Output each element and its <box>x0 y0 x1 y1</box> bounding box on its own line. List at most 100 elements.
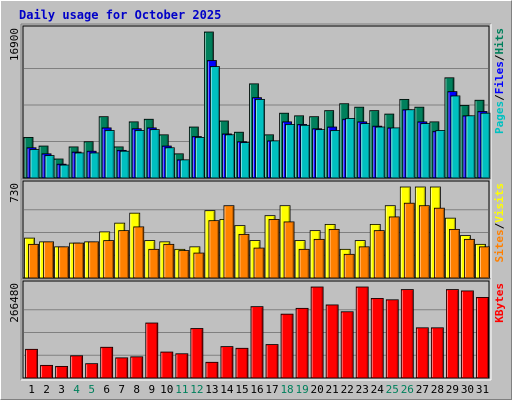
bar-sites <box>88 241 100 279</box>
bar-pages <box>104 130 115 179</box>
x-tick-label: 26 <box>401 383 414 396</box>
legend-item: Sites <box>493 229 506 262</box>
bar-kbytes <box>310 286 324 379</box>
bar-sites <box>373 230 385 279</box>
legend-item: KBytes <box>493 283 506 323</box>
bar-pages <box>134 130 145 179</box>
bar-kbytes <box>355 286 369 379</box>
x-tick-label: 11 <box>175 383 188 396</box>
bar-sites <box>268 219 280 279</box>
x-tick-label: 20 <box>311 383 324 396</box>
bar-pages <box>405 109 416 179</box>
bar-sites <box>208 220 220 279</box>
bar-sites <box>464 238 475 279</box>
y-axis-max-label: 266480 <box>8 283 21 323</box>
x-tick-label: 13 <box>205 383 218 396</box>
bar-kbytes <box>190 328 204 379</box>
bar-sites <box>328 228 340 279</box>
bar-pages <box>164 147 175 179</box>
bar-sites <box>73 242 85 279</box>
bar-pages <box>29 149 40 179</box>
bar-kbytes <box>370 298 384 379</box>
legend-separator: / <box>493 54 506 61</box>
bar-pages <box>360 123 371 179</box>
x-tick-label: 27 <box>416 383 429 396</box>
bar-sites <box>43 241 54 279</box>
bar-kbytes <box>160 351 174 379</box>
bar-kbytes <box>145 322 159 379</box>
bar-sites <box>58 246 69 279</box>
bar-sites <box>388 216 400 279</box>
bar-kbytes <box>415 327 429 379</box>
bar-kbytes <box>250 306 264 379</box>
x-tick-label: 6 <box>103 383 110 396</box>
bar-pages <box>255 98 265 179</box>
bar-sites <box>28 243 39 279</box>
bar-kbytes <box>265 344 279 379</box>
x-tick-label: 7 <box>118 383 125 396</box>
x-tick-label: 16 <box>250 383 263 396</box>
bar-pages <box>194 136 205 179</box>
bar-kbytes <box>430 327 444 379</box>
x-tick-label: 24 <box>371 383 385 396</box>
x-tick-label: 9 <box>148 383 155 396</box>
bar-kbytes <box>115 357 129 379</box>
bar-sites <box>418 205 430 279</box>
x-tick-label: 25 <box>386 383 399 396</box>
x-tick-label: 18 <box>280 383 293 396</box>
bar-sites <box>118 230 130 279</box>
bar-pages <box>44 155 55 179</box>
bar-sites <box>148 248 160 279</box>
x-tick-label: 5 <box>88 383 95 396</box>
y-axis-max-label: 16900 <box>8 28 21 61</box>
bar-sites <box>403 202 415 279</box>
bar-kbytes <box>325 304 339 379</box>
x-tick-label: 2 <box>43 383 50 396</box>
bar-kbytes <box>400 289 414 379</box>
bar-sites <box>313 238 325 279</box>
x-tick-label: 4 <box>73 383 80 396</box>
bar-kbytes <box>340 311 354 379</box>
bar-pages <box>59 164 70 179</box>
bar-pages <box>330 130 341 179</box>
bar-sites <box>178 250 190 279</box>
bar-kbytes <box>235 347 249 379</box>
bar-pages <box>210 66 220 179</box>
legend: KBytes <box>493 283 506 323</box>
x-tick-label: 19 <box>295 383 308 396</box>
bar-kbytes <box>85 363 99 379</box>
bar-sites <box>449 228 460 279</box>
bar-sites <box>343 253 355 279</box>
bar-kbytes <box>205 361 219 379</box>
bar-kbytes <box>130 356 144 379</box>
bar-pages <box>225 134 235 179</box>
bar-sites <box>358 246 370 279</box>
x-tick-label: 28 <box>431 383 444 396</box>
bar-sites <box>253 247 265 279</box>
bar-sites <box>133 226 145 279</box>
bar-pages <box>74 152 85 179</box>
x-tick-label: 15 <box>235 383 248 396</box>
bar-sites <box>193 252 205 279</box>
legend-item: Visits <box>493 183 506 223</box>
bar-pages <box>435 130 446 179</box>
legend-item: Hits <box>493 28 506 55</box>
legend-separator: / <box>493 94 506 101</box>
bar-sites <box>223 205 235 279</box>
legend: Pages/Files/Hits <box>493 28 506 134</box>
bar-sites <box>103 240 115 279</box>
x-tick-label: 3 <box>58 383 65 396</box>
bar-kbytes <box>100 346 114 379</box>
bar-sites <box>298 248 310 279</box>
x-tick-label: 23 <box>356 383 369 396</box>
bar-sites <box>283 221 295 279</box>
bar-pages <box>119 150 130 179</box>
legend-item: Files <box>493 61 506 94</box>
bar-kbytes <box>25 348 38 379</box>
x-tick-label: 14 <box>220 383 234 396</box>
bar-kbytes <box>70 355 84 379</box>
bar-pages <box>270 140 280 179</box>
bar-sites <box>479 246 490 279</box>
bar-pages <box>375 126 386 179</box>
